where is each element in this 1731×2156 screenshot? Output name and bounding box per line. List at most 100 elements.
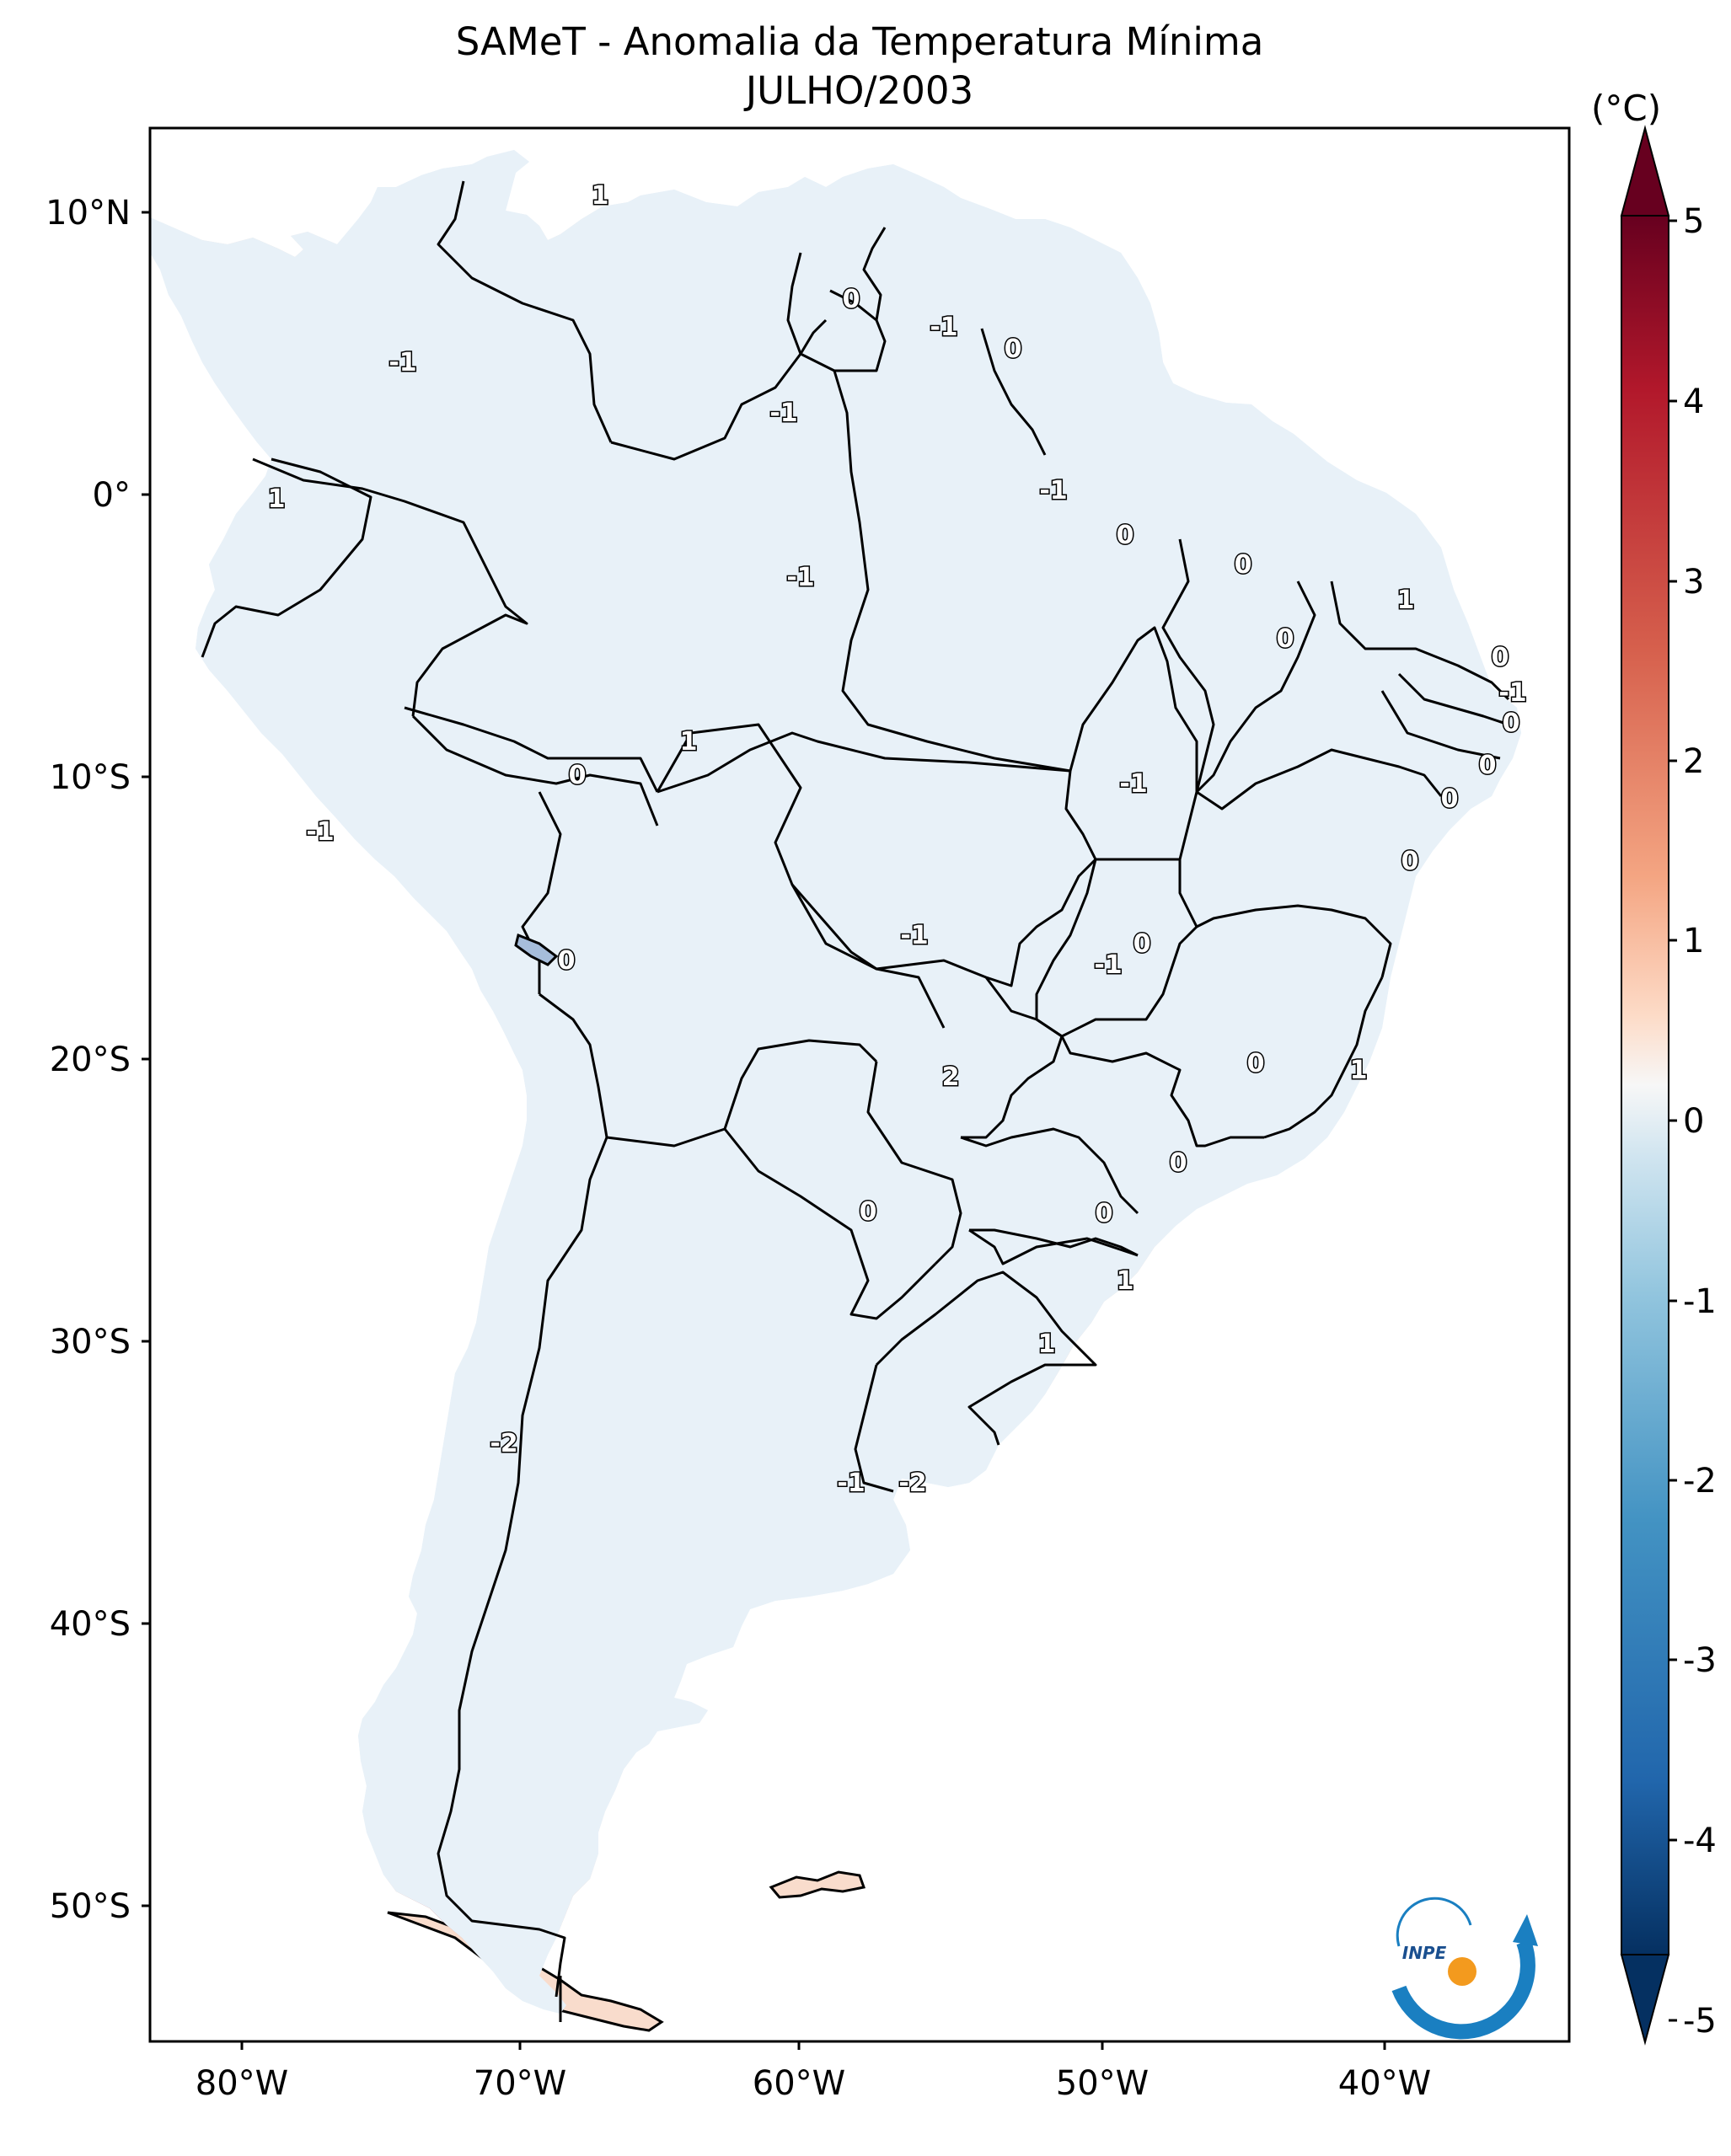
contour-label: 0 [1096, 1199, 1113, 1228]
inpe-logo: INPE [1391, 1897, 1538, 2040]
contour-label: -1 [769, 399, 797, 428]
contour-label: -2 [898, 1469, 926, 1498]
border-maranhao-piaui [1161, 538, 1215, 793]
contour-label: 0 [843, 285, 860, 314]
lon-tick-label: 40°W [1338, 2064, 1431, 2103]
colorbar-extend-max [1620, 125, 1670, 217]
inpe-logo-arrow [1513, 1914, 1538, 1946]
contour-label: 0 [1117, 521, 1134, 550]
border-paraguay-argentina [723, 1128, 937, 1320]
contour-label: 1 [1038, 1329, 1056, 1359]
colorbar-tick-label: 1 [1683, 922, 1704, 960]
lon-tick-label: 50°W [1056, 2064, 1149, 2103]
colorbar-tick-labels: 5 4 3 2 1 0 -1 -2 -3 -4 -5 [1683, 202, 1717, 2041]
contour-label: -1 [900, 921, 928, 950]
colorbar: 5 4 3 2 1 0 -1 -2 -3 -4 -5 [1620, 125, 1717, 2046]
border-guyana-suriname [862, 227, 887, 321]
contour-label: 2 [942, 1062, 960, 1092]
lon-tick-label: 80°W [196, 2064, 288, 2103]
contour-label: 1 [592, 181, 609, 211]
lake-titicaca [514, 933, 559, 966]
lat-tick-label: 40°S [50, 1605, 131, 1644]
country-borders [201, 180, 1510, 2022]
border-minas-sp [1060, 1035, 1264, 1148]
contour-label: 0 [1401, 847, 1419, 876]
colorbar-tick-label: 3 [1683, 563, 1704, 602]
border-para-mt [656, 731, 1071, 794]
contour-label: -1 [1094, 950, 1122, 980]
inpe-logo-orbit [1396, 1897, 1472, 1947]
colorbar-tick-label: -4 [1683, 1822, 1717, 1860]
inpe-logo-dot [1448, 1957, 1476, 1986]
border-uruguay-argentina [854, 1364, 894, 1493]
contour-label: -1 [1039, 476, 1067, 506]
inpe-logo-text: INPE [1402, 1943, 1447, 1963]
border-ceara-rn-pb [1330, 580, 1510, 760]
contour-label: 0 [1479, 751, 1497, 780]
colorbar-extend-min [1620, 1954, 1670, 2046]
border-parana-sc [969, 1228, 1139, 1257]
colorbar-ticks [1669, 219, 1677, 2022]
inpe-logo-arc [1391, 1939, 1535, 2040]
border-brazil-venezuela [610, 318, 828, 461]
border-venezuela-guyana [786, 252, 887, 372]
lon-tick-label: 60°W [753, 2064, 845, 2103]
border-ecuador-peru [201, 457, 372, 658]
border-paraguay-brazil [866, 1061, 962, 1265]
colorbar-tick-label: 4 [1683, 383, 1704, 421]
axes-frame [148, 126, 1571, 2043]
map-subtitle: JULHO/2003 [745, 68, 974, 113]
contour-label: -1 [389, 348, 416, 377]
colorbar-gradient [1621, 215, 1669, 1955]
border-bahia-minas [1178, 859, 1392, 978]
border-brazil-peru [411, 714, 659, 827]
contour-label: -1 [1119, 769, 1147, 799]
border-ms-sp [961, 976, 1064, 1139]
border-brazil-uruguay [875, 1271, 1097, 1446]
border-suriname-guiana [980, 328, 1047, 456]
lat-tick-label: 10°N [46, 194, 131, 233]
colorbar-tick-label: 0 [1683, 1102, 1704, 1141]
map-title: SAMeT - Anomalia da Temperatura Mínima [455, 19, 1264, 64]
border-colombia-venezuela [437, 180, 613, 443]
lat-tick-label: 10°S [50, 758, 131, 797]
colorbar-tick-label: -2 [1683, 1462, 1717, 1501]
contour-label: 0 [1247, 1049, 1265, 1078]
lat-tick-label: 0° [93, 476, 131, 515]
border-mt-ms [790, 858, 1097, 987]
contour-label: 0 [1133, 929, 1151, 959]
contour-label: 0 [860, 1197, 877, 1227]
colorbar-tick-label: 2 [1683, 742, 1704, 781]
border-bolivia-paraguay [606, 1039, 878, 1148]
contour-label: 0 [1005, 334, 1022, 364]
border-bolivia-chile [539, 992, 608, 1138]
contour-label: 0 [569, 761, 587, 790]
border-brazil-bolivia [656, 723, 946, 1029]
longitude-axis: 80°W 70°W 60°W 50°W 40°W [196, 2041, 1431, 2103]
contour-label: -1 [786, 563, 814, 592]
contour-label: 0 [1441, 784, 1459, 814]
colorbar-tick-label: -1 [1683, 1282, 1717, 1321]
border-minas-es-rj [1263, 976, 1384, 1139]
colorbar-tick-label: -3 [1683, 1641, 1717, 1680]
border-para-tocantins [1064, 626, 1198, 861]
contour-label: 0 [1235, 550, 1252, 580]
border-bahia [1196, 748, 1443, 811]
contour-label: -1 [306, 817, 334, 847]
falkland-islands [769, 1870, 866, 1899]
colorbar-tick-label: -5 [1683, 2002, 1717, 2041]
lat-tick-label: 50°S [50, 1887, 131, 1926]
border-piaui-ceara [1195, 580, 1316, 794]
contour-label: 1 [1397, 586, 1415, 615]
contour-label: 1 [1350, 1056, 1368, 1085]
lon-tick-label: 70°W [474, 2064, 566, 2103]
contour-label: 1 [1117, 1266, 1134, 1296]
contour-label: -1 [930, 313, 957, 342]
contour-labels: 1 0 -1 0 -1 -1 -1 0 0 1 -1 0 1 -1 0 0 -1… [266, 180, 1528, 1500]
lat-tick-label: 20°S [50, 1041, 131, 1079]
border-amazonas-acre [404, 706, 659, 793]
contour-label: 1 [268, 484, 286, 514]
border-sp-parana [960, 1127, 1139, 1215]
contour-label: 0 [1277, 624, 1294, 654]
